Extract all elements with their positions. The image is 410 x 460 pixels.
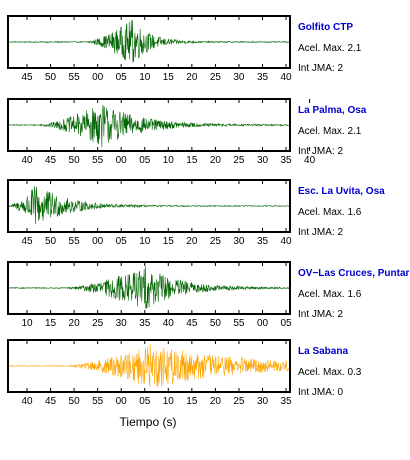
x-tick-label: 25 (233, 155, 245, 166)
peak-acceleration-label: Acel. Max. 1.6 (298, 289, 362, 300)
x-tick-label: 30 (233, 72, 245, 83)
x-tick-label: 25 (210, 236, 222, 247)
x-tick-label: 35 (257, 236, 269, 247)
x-tick-label: 05 (280, 318, 292, 329)
x-tick-label: 00 (92, 72, 104, 83)
station-name: La Sabana (298, 346, 348, 357)
jma-intensity-label: Int JMA: 0 (298, 387, 343, 398)
x-tick-label: 20 (210, 155, 222, 166)
x-tick-label: 55 (69, 236, 81, 247)
x-tick-label: 30 (116, 318, 128, 329)
x-tick-label: 25 (210, 72, 222, 83)
jma-intensity-label: Int JMA: 2 (298, 309, 343, 320)
peak-acceleration-label: Acel. Max. 2.1 (298, 126, 362, 137)
station-name: Golfito CTP (298, 22, 353, 33)
x-tick-label: 40 (163, 318, 175, 329)
x-tick-label: 05 (116, 72, 128, 83)
x-tick-label: 40 (280, 72, 292, 83)
waveform-trace (7, 266, 291, 310)
x-tick-label: 40 (280, 236, 292, 247)
x-tick-label: 15 (186, 396, 198, 407)
x-tick-label: 10 (21, 318, 33, 329)
x-tick-label: 00 (116, 396, 128, 407)
panel-frame (7, 98, 291, 152)
x-tick-label: 35 (280, 155, 292, 166)
x-tick-label: 35 (139, 318, 151, 329)
x-tick-label: 05 (116, 236, 128, 247)
x-tick-label: 00 (116, 155, 128, 166)
x-tick-label: 55 (69, 72, 81, 83)
x-tick-label: 20 (186, 72, 198, 83)
x-tick-label: 20 (210, 396, 222, 407)
panel-frame (7, 339, 291, 393)
peak-acceleration-label: Acel. Max. 1.6 (298, 207, 362, 218)
x-tick-label: 35 (257, 72, 269, 83)
station-name: OV−Las Cruces, Puntar (298, 268, 410, 279)
station-name: La Palma, Osa (298, 105, 367, 116)
peak-acceleration-label: Acel. Max. 0.3 (298, 367, 362, 378)
x-tick-label: 50 (69, 155, 81, 166)
x-tick-label: 45 (45, 396, 57, 407)
seismogram-panel: 40 45 50 55 00 05 10 15 20 25 30 35 40 La Palma, Osa A… (7, 98, 367, 166)
x-tick-label: 15 (163, 72, 175, 83)
x-tick-label: 15 (163, 236, 175, 247)
x-tick-label: 30 (257, 155, 269, 166)
waveform-trace (7, 105, 291, 148)
x-tick-label: 40 (21, 155, 33, 166)
x-tick-label: 25 (92, 318, 104, 329)
peak-acceleration-label: Acel. Max. 2.1 (298, 43, 362, 54)
x-axis-title: Tiempo (s) (120, 415, 177, 429)
station-name: Esc. La Uvita, Osa (298, 186, 385, 197)
panel-frame (7, 261, 291, 315)
x-tick-label: 40 (21, 396, 33, 407)
seismogram-panel: 40 45 50 55 00 05 10 15 20 25 30 35 La Sabana Acel. M… (7, 339, 362, 407)
x-tick-label: 50 (69, 396, 81, 407)
x-tick-label: 10 (139, 72, 151, 83)
x-tick-label: 45 (186, 318, 198, 329)
x-tick-label: 10 (139, 236, 151, 247)
x-tick-label: 25 (233, 396, 245, 407)
x-tick-label: 05 (139, 396, 151, 407)
seismogram-panel: 45 50 55 00 05 10 15 20 25 30 35 40 Golfito CTP Acel.… (7, 15, 362, 83)
x-tick-label: 50 (45, 72, 57, 83)
x-tick-label: 30 (233, 236, 245, 247)
x-tick-label: 55 (92, 155, 104, 166)
seismogram-panel: 45 50 55 00 05 10 15 20 25 30 35 40 Esc. La Uvita, O… (7, 179, 385, 247)
jma-intensity-label: Int JMA: 2 (298, 227, 343, 238)
x-tick-label: 50 (210, 318, 222, 329)
x-tick-label: 40 (304, 155, 316, 166)
x-tick-label: 20 (69, 318, 81, 329)
x-tick-label: 55 (92, 396, 104, 407)
panel-frame (7, 179, 291, 233)
jma-intensity-label: Int JMA: 2 (298, 146, 343, 157)
x-tick-label: 35 (280, 396, 292, 407)
x-tick-label: 10 (163, 396, 175, 407)
x-tick-label: 45 (21, 72, 33, 83)
x-tick-label: 20 (186, 236, 198, 247)
x-tick-label: 45 (21, 236, 33, 247)
waveform-trace (7, 186, 291, 224)
seismogram-panel: 10 15 20 25 30 35 40 45 50 55 00 05 OV−Las Cruces, P… (7, 261, 410, 329)
x-tick-label: 05 (139, 155, 151, 166)
jma-intensity-label: Int JMA: 2 (298, 63, 343, 74)
x-tick-label: 55 (233, 318, 245, 329)
waveform-trace (7, 19, 291, 63)
x-tick-label: 15 (186, 155, 198, 166)
x-tick-label: 00 (92, 236, 104, 247)
x-tick-label: 50 (45, 236, 57, 247)
x-tick-label: 10 (163, 155, 175, 166)
x-tick-label: 15 (45, 318, 57, 329)
x-tick-label: 00 (257, 318, 269, 329)
waveform-trace (7, 344, 291, 387)
x-tick-label: 30 (257, 396, 269, 407)
x-tick-label: 45 (45, 155, 57, 166)
panel-frame (7, 15, 291, 69)
